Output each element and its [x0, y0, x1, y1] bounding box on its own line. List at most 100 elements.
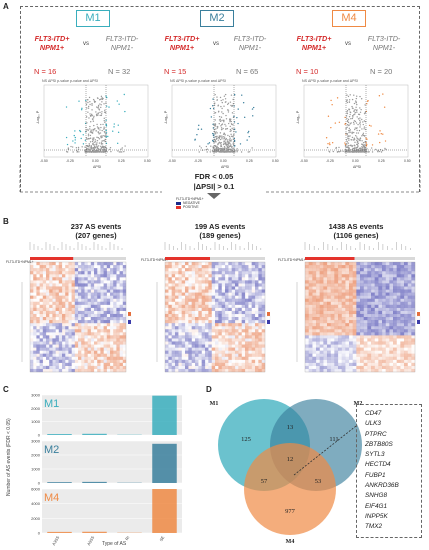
heatmap-cell — [396, 271, 401, 275]
heatmap-cell — [110, 359, 114, 363]
volcano-point — [221, 107, 223, 110]
heatmap-cell — [55, 310, 59, 315]
heatmap-cell — [400, 368, 405, 373]
volcano-point — [237, 108, 239, 110]
heatmap-cell — [211, 356, 216, 360]
heatmap-cell — [338, 317, 342, 321]
heatmap-cell — [185, 353, 189, 357]
volcano-point — [359, 126, 361, 128]
heatmap-cell — [367, 348, 371, 351]
heatmap-cell — [371, 347, 375, 351]
heatmap-cell — [198, 313, 202, 318]
heatmap-cell — [208, 335, 212, 339]
volcano-point — [342, 150, 344, 153]
heatmap-cell — [261, 265, 266, 269]
heatmap-cell — [352, 301, 357, 305]
volcano-point — [359, 121, 361, 123]
volcano-point — [377, 150, 379, 152]
heatmap-cell — [168, 320, 172, 324]
volcano-point — [222, 112, 224, 115]
heatmap-cell — [231, 329, 236, 333]
heatmap-cell — [334, 310, 339, 315]
volcano-point — [232, 98, 234, 101]
heatmap-cell — [221, 292, 226, 296]
heatmap-cell — [39, 262, 43, 266]
heatmap-cell — [192, 280, 195, 283]
heatmap-cell — [393, 320, 397, 324]
heatmap-cell — [411, 345, 415, 348]
heatmap-cell — [46, 274, 50, 278]
heatmap-cell — [49, 274, 53, 278]
heatmap-cell — [305, 365, 309, 370]
heatmap-cell — [360, 329, 364, 333]
volcano-point — [363, 128, 365, 130]
heatmap-cell — [33, 356, 37, 360]
heatmap-cell — [396, 286, 401, 290]
heatmap-cell — [208, 304, 212, 308]
heatmap-cell — [407, 326, 412, 330]
volcano-point — [218, 119, 221, 121]
heatmap-cell — [188, 265, 192, 269]
heatmap-cell — [58, 268, 63, 272]
cluster-m1-badge: M1 — [76, 10, 110, 27]
heatmap-cell — [330, 280, 335, 284]
heatmap-cell — [191, 274, 196, 278]
volcano-xlabel: ΔPSI — [93, 165, 101, 169]
volcano-point — [228, 148, 230, 150]
heatmap-cell — [106, 344, 111, 348]
heatmap-cell — [65, 323, 69, 327]
volcano-point — [100, 104, 102, 106]
heatmap-cell — [55, 307, 59, 311]
heatmap-cell — [36, 326, 40, 330]
heatmap-cell — [225, 362, 229, 366]
heatmap-cell — [65, 262, 69, 266]
heatmap-cell — [308, 350, 313, 354]
heatmap-cell — [81, 271, 85, 275]
volcano-point — [233, 133, 235, 136]
heatmap-cell — [228, 289, 232, 293]
heatmap-cell — [323, 280, 328, 284]
heatmap-cell — [62, 283, 66, 287]
heatmap-cell — [261, 289, 266, 293]
volcano-point — [222, 143, 225, 146]
heatmap-cell — [345, 338, 350, 342]
heatmap-cell — [84, 350, 88, 354]
heatmap-cell — [356, 277, 361, 281]
heatmap-cell — [122, 304, 127, 308]
heatmap-cell — [191, 295, 196, 299]
heatmap-cell — [411, 353, 416, 357]
heatmap-cell — [198, 368, 202, 373]
heatmap-cell — [389, 262, 394, 266]
heatmap-cell — [312, 326, 317, 330]
volcano-point — [210, 145, 212, 147]
heatmap-cell — [81, 329, 85, 333]
heatmap-cell — [75, 348, 78, 351]
heatmap-cell — [208, 347, 212, 351]
heatmap-cell — [378, 292, 383, 296]
volcano-point — [356, 136, 358, 138]
heatmap-cell — [228, 274, 232, 278]
heatmap-cell — [58, 344, 63, 348]
heatmap-cell — [363, 295, 368, 299]
gene-item: INPP5K — [365, 512, 388, 520]
heatmap-cell — [55, 341, 59, 345]
heatmap-cell — [78, 295, 82, 299]
heatmap-cell — [245, 326, 249, 330]
heatmap-cell — [52, 329, 56, 333]
heatmap-cell — [251, 332, 256, 336]
volcano-point — [89, 141, 92, 143]
heatmap-cell — [165, 308, 168, 311]
heatmap-cell — [323, 317, 328, 321]
heatmap-cell — [181, 280, 186, 284]
volcano-point — [221, 148, 223, 151]
bar-ytick: 4000 — [31, 501, 41, 506]
heatmap-cell — [71, 317, 75, 321]
heatmap-cell — [360, 262, 364, 266]
heatmap-cell — [341, 329, 346, 333]
volcano-point — [346, 99, 349, 101]
volcano-point — [121, 147, 123, 149]
cluster-m4-badge: M4 — [332, 10, 366, 27]
heatmap-cell — [42, 350, 47, 354]
volcano-point — [235, 131, 237, 133]
heatmap-cell — [36, 289, 40, 293]
